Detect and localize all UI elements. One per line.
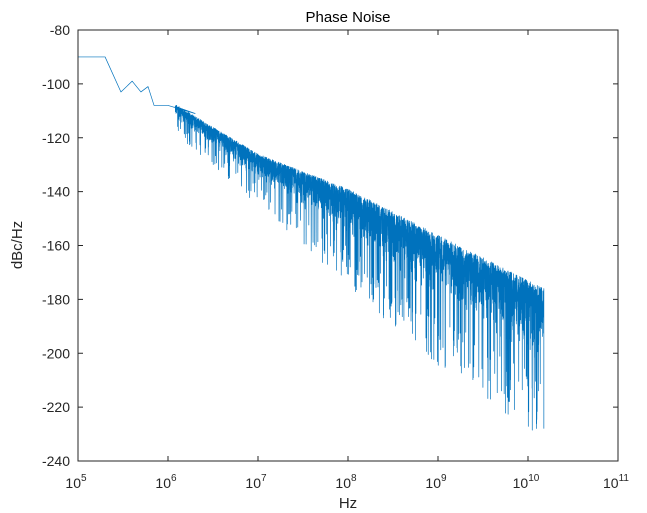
y-tick-label: -200: [42, 345, 70, 361]
y-tick-label: -160: [42, 238, 70, 254]
x-axis-label: Hz: [339, 495, 357, 512]
y-axis-label: dBc/Hz: [9, 221, 26, 269]
y-tick-label: -100: [42, 76, 70, 92]
plot-box: [77, 29, 619, 462]
phase-noise-series-line: [78, 56, 545, 431]
y-tick-label: -220: [42, 399, 70, 415]
x-tick-label: 108: [335, 473, 357, 491]
y-axis: -80 -100 -120 -140 -160 -180 -200 -220 -240: [42, 22, 618, 469]
y-tick-label: -140: [42, 184, 70, 200]
y-tick-label: -120: [42, 130, 70, 146]
series-group: [78, 56, 545, 431]
x-tick-label: 1010: [513, 473, 540, 491]
y-tick-label: -180: [42, 291, 70, 307]
y-tick-label: -240: [42, 453, 70, 469]
x-tick-label: 109: [425, 473, 447, 491]
x-tick-label: 106: [155, 473, 177, 491]
x-tick-label: 107: [245, 473, 267, 491]
chart-title: Phase Noise: [305, 9, 390, 26]
x-axis: 105 106 107 108 109 1010 1011: [65, 30, 629, 491]
x-tick-label: 105: [65, 473, 87, 491]
y-tick-label: -80: [50, 22, 70, 38]
x-tick-label: 1011: [603, 473, 629, 491]
